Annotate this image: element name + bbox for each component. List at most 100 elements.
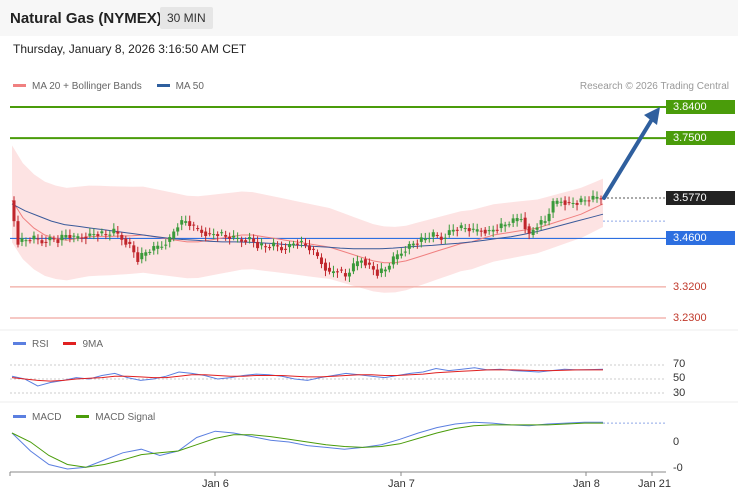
candle-body [443, 237, 447, 239]
candle-body [136, 252, 140, 262]
candle-body [32, 235, 36, 240]
macd-legend: MACD MACD Signal [13, 412, 155, 423]
candle-body [128, 241, 132, 244]
candle-body [483, 229, 487, 234]
candle-body [415, 243, 419, 245]
candle-body [140, 252, 144, 260]
candle-body [120, 234, 124, 240]
candle-body [547, 213, 551, 222]
candle-body [439, 236, 443, 240]
candle-body [104, 234, 108, 236]
ma50-legend-label: MA 50 [175, 81, 204, 92]
candle-body [423, 238, 427, 241]
candle-body [168, 237, 172, 242]
candle-body [315, 252, 319, 257]
candle-body [100, 231, 104, 234]
pivot-label: 3.4600 [666, 231, 735, 245]
x-label-jan7: Jan 7 [388, 478, 415, 490]
rsi-ma-legend-label: 9MA [82, 339, 104, 350]
candle-body [431, 232, 435, 237]
candle-body [495, 229, 499, 231]
macd-swatch [13, 414, 26, 418]
candle-body [184, 221, 188, 223]
candle-body [375, 269, 379, 276]
candle-body [52, 238, 56, 240]
candle-body [76, 236, 80, 239]
instrument-title: Natural Gas (NYMEX) [10, 10, 162, 27]
current-price-label: 3.5770 [666, 191, 735, 205]
candle-body [228, 236, 232, 239]
projection-arrow-head [644, 107, 660, 125]
candle-body [579, 198, 583, 203]
macd-signal-swatch [76, 414, 90, 418]
macd-signal-legend-label: MACD Signal [95, 412, 156, 423]
rsi-ma-line [11, 369, 603, 382]
candle-body [216, 234, 220, 237]
candle-body [559, 201, 563, 203]
rsi-swatch [13, 341, 26, 345]
candle-body [359, 260, 363, 263]
candle-body [563, 200, 567, 205]
candle-body [16, 221, 20, 245]
candle-body [240, 239, 244, 242]
candle-body [327, 267, 331, 272]
candle-body [447, 230, 451, 235]
header-bar: Natural Gas (NYMEX) 30 MIN [0, 0, 738, 36]
candle-body [387, 265, 391, 270]
x-label-jan8: Jan 8 [573, 478, 600, 490]
candle-body [252, 238, 256, 242]
candle-body [272, 242, 276, 247]
ma50-swatch [156, 83, 170, 87]
candle-body [256, 241, 260, 249]
candle-body [132, 245, 136, 253]
rsi-level-30: 30 [673, 387, 686, 399]
candle-body [391, 256, 395, 265]
candle-body [204, 231, 208, 237]
candle-body [523, 217, 527, 230]
candle-body [419, 237, 423, 242]
rsi-level-70: 70 [673, 358, 686, 370]
candle-body [539, 220, 543, 225]
candle-body [232, 235, 236, 238]
candle-body [507, 224, 511, 226]
candle-body [435, 234, 439, 236]
candle-body [264, 246, 268, 248]
candle-body [288, 243, 292, 248]
timestamp: Thursday, January 8, 2026 3:16:50 AM CET [13, 42, 247, 56]
candle-body [304, 243, 308, 246]
candle-body [567, 202, 571, 204]
candle-body [108, 234, 112, 236]
candle-body [92, 234, 96, 236]
rsi-ma-swatch [63, 341, 77, 345]
candle-body [280, 247, 284, 251]
candle-body [571, 202, 575, 204]
candle-body [491, 229, 495, 232]
candle-body [323, 262, 327, 271]
candle-body [587, 200, 591, 202]
candle-body [307, 245, 311, 251]
candle-body [487, 230, 491, 232]
candle-body [248, 237, 252, 240]
x-label-jan6: Jan 6 [202, 478, 229, 490]
candle-body [367, 262, 371, 265]
candle-body [339, 269, 343, 271]
candle-body [515, 218, 519, 222]
candle-body [355, 261, 359, 267]
candle-body [575, 202, 579, 205]
candle-body [527, 226, 531, 234]
candle-body [399, 253, 403, 256]
candle-body [411, 243, 415, 246]
candle-body [379, 268, 383, 274]
rsi-level-50: 50 [673, 372, 686, 384]
candle-body [599, 198, 603, 200]
candle-body [148, 251, 152, 253]
timeframe-badge[interactable]: 30 MIN [160, 7, 213, 29]
candle-body [124, 238, 128, 245]
candle-body [48, 237, 52, 241]
candle-body [351, 263, 355, 272]
candle-body [284, 248, 288, 250]
rsi-legend-label: RSI [32, 339, 49, 350]
candle-body [347, 272, 351, 277]
candle-body [471, 228, 475, 230]
